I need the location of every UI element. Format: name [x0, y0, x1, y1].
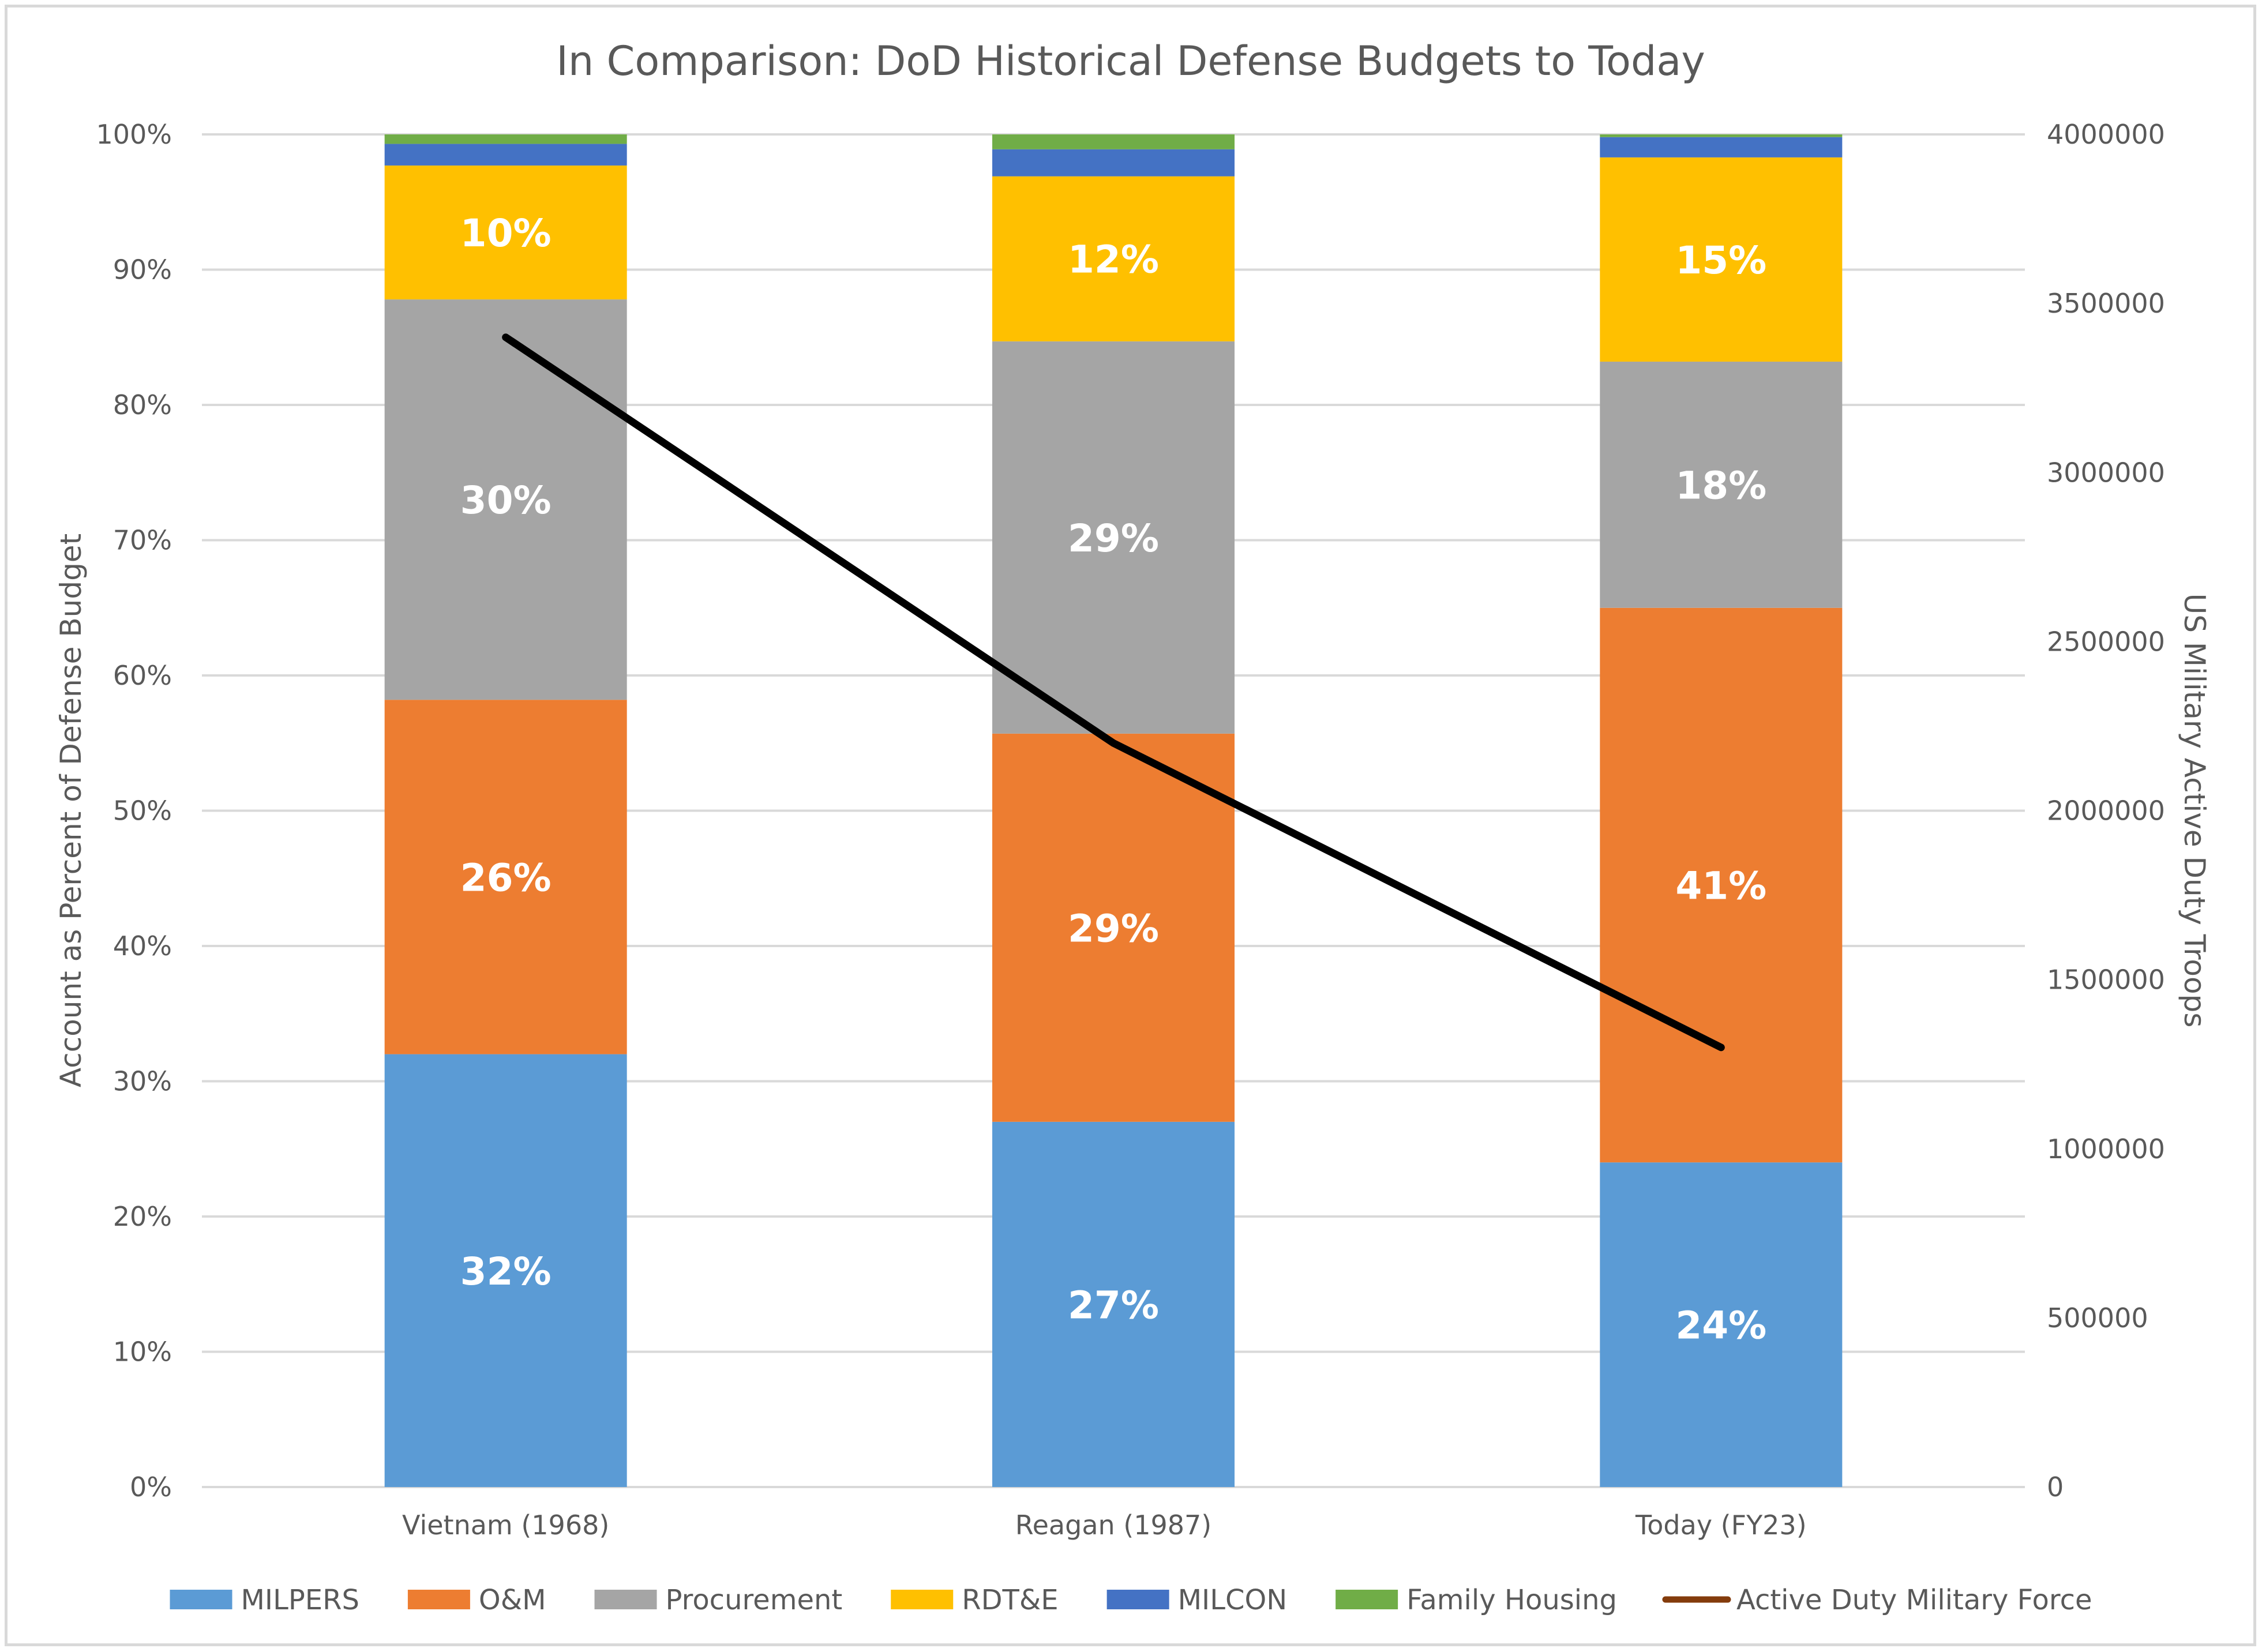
y-tick-label: 80%: [113, 389, 172, 420]
data-label: 12%: [1068, 238, 1159, 282]
y2-tick-label: 500000: [2047, 1302, 2148, 1334]
legend-label: MILCON: [1178, 1584, 1288, 1616]
bar-segment: [384, 700, 627, 1054]
bar-segment: [992, 176, 1235, 341]
data-label: 41%: [1675, 863, 1766, 908]
chart-title: In Comparison: DoD Historical Defense Bu…: [556, 37, 1705, 85]
bar-segment: [384, 299, 627, 700]
legend-label: MILPERS: [241, 1584, 359, 1616]
data-label: 26%: [460, 855, 552, 900]
axes: 0% 10% 20% 30% 40% 50% 60% 70% 80% 90% 100% 0 500000…: [96, 119, 2165, 1541]
stacked-bars: 32% 26% 30% 10% 27% 29% 29% 12% 24% 41% 18% 15%: [384, 134, 1843, 1487]
bar-segment: [992, 149, 1235, 177]
y2-tick-label: 2000000: [2047, 795, 2165, 827]
bar-segment: [1600, 157, 1843, 362]
legend-swatch: [891, 1590, 954, 1609]
legend: MILPERS O&M Procurement RDT&E MILCON Family H…: [170, 1584, 2092, 1616]
y-tick-label: 90%: [113, 254, 172, 286]
bar-segment: [384, 134, 627, 144]
y-tick-label: 30%: [113, 1066, 172, 1097]
y2-axis-title: US Military Active Duty Troops: [2178, 594, 2211, 1028]
series-line-active-duty: [502, 333, 1725, 1052]
y-tick-label: 70%: [113, 525, 172, 556]
legend-label: O&M: [479, 1584, 546, 1616]
y2-tick-label: 1000000: [2047, 1133, 2165, 1165]
bar-segment: [992, 134, 1235, 149]
bar-segment: [992, 733, 1235, 1122]
bar-segment: [1600, 361, 1843, 608]
y2-tick-label: 2500000: [2047, 626, 2165, 657]
y-tick-label: 60%: [113, 660, 172, 691]
data-label: 29%: [1068, 906, 1159, 951]
legend-label: RDT&E: [962, 1584, 1058, 1616]
data-label: 10%: [460, 211, 552, 256]
x-tick-label: Today (FY23): [1635, 1510, 1807, 1541]
y-tick-label: 10%: [113, 1336, 172, 1368]
y-tick-label: 50%: [113, 795, 172, 827]
y-tick-label: 100%: [96, 119, 172, 150]
data-label: 18%: [1675, 463, 1766, 508]
y-tick-label: 20%: [113, 1201, 172, 1232]
legend-swatch: [594, 1590, 657, 1609]
troops-line: [502, 333, 1725, 1052]
bar-segment: [992, 1121, 1235, 1487]
data-label: 27%: [1068, 1283, 1159, 1327]
data-label: 29%: [1068, 516, 1159, 561]
y2-tick-label: 4000000: [2047, 119, 2165, 150]
legend-label: Active Duty Military Force: [1736, 1584, 2092, 1616]
bar-segment: [1600, 137, 1843, 157]
data-label: 30%: [460, 478, 552, 523]
data-label: 24%: [1675, 1304, 1766, 1348]
bar-segment: [1600, 134, 1843, 137]
y2-tick-label: 3000000: [2047, 457, 2165, 488]
bar-segment: [384, 1054, 627, 1487]
legend-label: Procurement: [666, 1584, 843, 1616]
data-label: 15%: [1675, 238, 1766, 283]
bar-segment: [992, 341, 1235, 734]
bar-segment: [384, 144, 627, 166]
y2-tick-label: 0: [2047, 1471, 2064, 1503]
y2-tick-label: 3500000: [2047, 288, 2165, 319]
y-axis-title: Account as Percent of Defense Budget: [54, 534, 88, 1087]
legend-label: Family Housing: [1406, 1584, 1617, 1616]
y-tick-label: 40%: [113, 930, 172, 962]
legend-swatch: [1336, 1590, 1398, 1609]
legend-swatch: [170, 1590, 232, 1609]
bar-segment: [1600, 1162, 1843, 1487]
legend-swatch: [1106, 1590, 1169, 1609]
y2-tick-label: 1500000: [2047, 964, 2165, 996]
bar-segment: [384, 165, 627, 300]
data-label: 32%: [460, 1249, 552, 1294]
y-tick-label: 0%: [130, 1471, 172, 1503]
x-tick-label: Reagan (1987): [1015, 1510, 1212, 1541]
bar-segment: [1600, 607, 1843, 1163]
x-tick-label: Vietnam (1968): [402, 1510, 609, 1541]
legend-swatch: [407, 1590, 470, 1609]
